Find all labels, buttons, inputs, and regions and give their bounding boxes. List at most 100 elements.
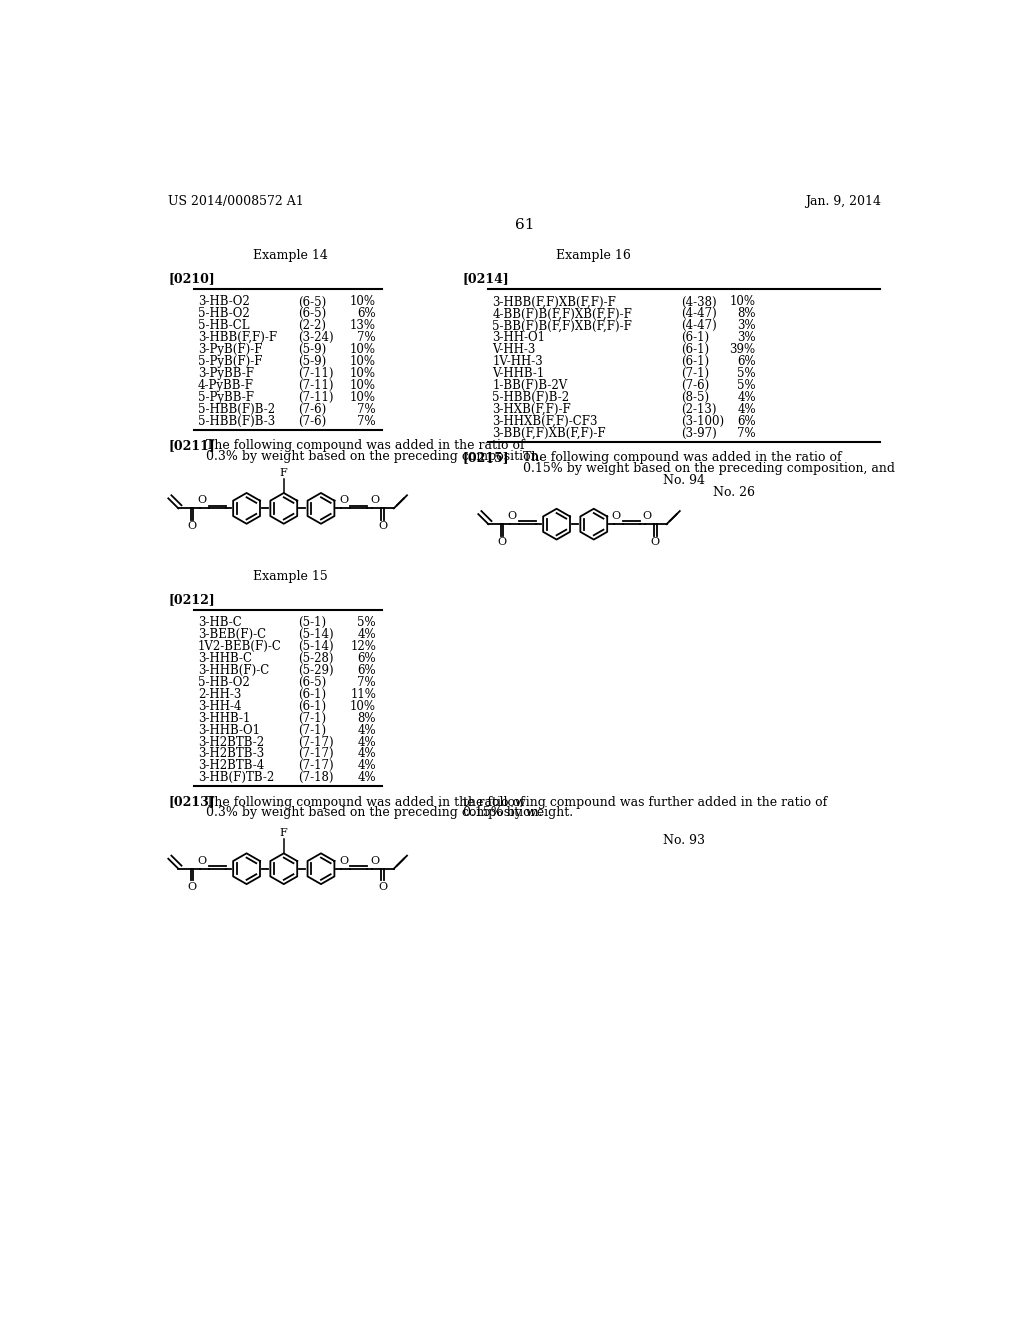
Text: O: O bbox=[187, 882, 197, 892]
Text: (8-5): (8-5) bbox=[681, 391, 710, 404]
Text: O: O bbox=[370, 495, 379, 506]
Text: US 2014/0008572 A1: US 2014/0008572 A1 bbox=[168, 195, 304, 209]
Text: (2-13): (2-13) bbox=[681, 403, 717, 416]
Text: 7%: 7% bbox=[357, 403, 376, 416]
Text: 5-HB-O2: 5-HB-O2 bbox=[198, 676, 250, 689]
Text: 3%: 3% bbox=[737, 331, 756, 345]
Text: 10%: 10% bbox=[350, 700, 376, 713]
Text: 6%: 6% bbox=[737, 414, 756, 428]
Text: 3-HHB-1: 3-HHB-1 bbox=[198, 711, 250, 725]
Text: 4%: 4% bbox=[357, 759, 376, 772]
Text: (3-24): (3-24) bbox=[299, 331, 334, 345]
Text: [0214]: [0214] bbox=[463, 272, 510, 285]
Text: O: O bbox=[643, 511, 652, 521]
Text: No. 93: No. 93 bbox=[663, 834, 705, 847]
Text: (6-1): (6-1) bbox=[681, 343, 710, 356]
Text: (7-1): (7-1) bbox=[299, 711, 327, 725]
Text: 6%: 6% bbox=[357, 664, 376, 677]
Text: (5-28): (5-28) bbox=[299, 652, 334, 665]
Text: 3-HHB-O1: 3-HHB-O1 bbox=[198, 723, 260, 737]
Text: O: O bbox=[370, 855, 379, 866]
Text: F: F bbox=[280, 828, 288, 838]
Text: (7-17): (7-17) bbox=[299, 759, 334, 772]
Text: 4%: 4% bbox=[357, 723, 376, 737]
Text: 5-HB-CL: 5-HB-CL bbox=[198, 319, 249, 333]
Text: O: O bbox=[198, 495, 207, 506]
Text: 3-H2BTB-3: 3-H2BTB-3 bbox=[198, 747, 264, 760]
Text: (5-29): (5-29) bbox=[299, 664, 334, 677]
Text: (5-1): (5-1) bbox=[299, 616, 327, 630]
Text: (7-18): (7-18) bbox=[299, 771, 334, 784]
Text: O: O bbox=[339, 855, 348, 866]
Text: 3-BEB(F)-C: 3-BEB(F)-C bbox=[198, 628, 266, 642]
Text: 13%: 13% bbox=[350, 319, 376, 333]
Text: The following compound was added in the ratio of: The following compound was added in the … bbox=[523, 451, 842, 465]
Text: 1V2-BEB(F)-C: 1V2-BEB(F)-C bbox=[198, 640, 282, 653]
Text: [0213]: [0213] bbox=[168, 796, 215, 809]
Text: 8%: 8% bbox=[737, 308, 756, 321]
Text: O: O bbox=[498, 537, 507, 548]
Text: 1-BB(F)B-2V: 1-BB(F)B-2V bbox=[493, 379, 567, 392]
Text: (7-6): (7-6) bbox=[681, 379, 710, 392]
Text: the following compound was further added in the ratio of: the following compound was further added… bbox=[463, 796, 827, 809]
Text: (4-47): (4-47) bbox=[681, 308, 717, 321]
Text: (3-97): (3-97) bbox=[681, 426, 717, 440]
Text: 12%: 12% bbox=[350, 640, 376, 653]
Text: [0212]: [0212] bbox=[168, 593, 215, 606]
Text: 7%: 7% bbox=[357, 414, 376, 428]
Text: 5%: 5% bbox=[737, 379, 756, 392]
Text: (6-5): (6-5) bbox=[299, 676, 327, 689]
Text: 11%: 11% bbox=[350, 688, 376, 701]
Text: 5%: 5% bbox=[737, 367, 756, 380]
Text: 7%: 7% bbox=[737, 426, 756, 440]
Text: 6%: 6% bbox=[357, 308, 376, 321]
Text: 3-HXB(F,F)-F: 3-HXB(F,F)-F bbox=[493, 403, 571, 416]
Text: 0.15% by weight.: 0.15% by weight. bbox=[463, 807, 572, 820]
Text: (7-17): (7-17) bbox=[299, 747, 334, 760]
Text: Example 14: Example 14 bbox=[253, 249, 328, 263]
Text: 5-HBB(F)B-3: 5-HBB(F)B-3 bbox=[198, 414, 275, 428]
Text: 3-H2BTB-2: 3-H2BTB-2 bbox=[198, 735, 264, 748]
Text: Jan. 9, 2014: Jan. 9, 2014 bbox=[805, 195, 882, 209]
Text: O: O bbox=[508, 511, 517, 521]
Text: V-HHB-1: V-HHB-1 bbox=[493, 367, 545, 380]
Text: 4-BB(F)B(F,F)XB(F,F)-F: 4-BB(F)B(F,F)XB(F,F)-F bbox=[493, 308, 632, 321]
Text: 3-HB-O2: 3-HB-O2 bbox=[198, 296, 250, 309]
Text: 3-HH-4: 3-HH-4 bbox=[198, 700, 242, 713]
Text: 10%: 10% bbox=[350, 355, 376, 368]
Text: 3-HH-O1: 3-HH-O1 bbox=[493, 331, 545, 345]
Text: O: O bbox=[378, 882, 387, 892]
Text: (7-11): (7-11) bbox=[299, 391, 334, 404]
Text: 3-HB-C: 3-HB-C bbox=[198, 616, 242, 630]
Text: The following compound was added in the ratio of: The following compound was added in the … bbox=[206, 440, 524, 451]
Text: 5%: 5% bbox=[357, 616, 376, 630]
Text: (6-1): (6-1) bbox=[681, 355, 710, 368]
Text: 10%: 10% bbox=[350, 391, 376, 404]
Text: (4-47): (4-47) bbox=[681, 319, 717, 333]
Text: [0211]: [0211] bbox=[168, 440, 215, 451]
Text: 5-PyB(F)-F: 5-PyB(F)-F bbox=[198, 355, 262, 368]
Text: (7-11): (7-11) bbox=[299, 367, 334, 380]
Text: 5-HB-O2: 5-HB-O2 bbox=[198, 308, 250, 321]
Text: (7-1): (7-1) bbox=[681, 367, 710, 380]
Text: 3-HBB(F,F)XB(F,F)-F: 3-HBB(F,F)XB(F,F)-F bbox=[493, 296, 616, 309]
Text: O: O bbox=[378, 521, 387, 532]
Text: (7-6): (7-6) bbox=[299, 403, 327, 416]
Text: O: O bbox=[198, 855, 207, 866]
Text: 61: 61 bbox=[515, 218, 535, 232]
Text: 0.3% by weight based on the preceding composition.: 0.3% by weight based on the preceding co… bbox=[206, 450, 542, 463]
Text: 3-HHXB(F,F)-CF3: 3-HHXB(F,F)-CF3 bbox=[493, 414, 598, 428]
Text: 4%: 4% bbox=[737, 403, 756, 416]
Text: 5-HBB(F)B-2: 5-HBB(F)B-2 bbox=[493, 391, 569, 404]
Text: 3-PyB(F)-F: 3-PyB(F)-F bbox=[198, 343, 262, 356]
Text: 10%: 10% bbox=[350, 379, 376, 392]
Text: 7%: 7% bbox=[357, 331, 376, 345]
Text: 4%: 4% bbox=[737, 391, 756, 404]
Text: 3-HBB(F,F)-F: 3-HBB(F,F)-F bbox=[198, 331, 276, 345]
Text: 1V-HH-3: 1V-HH-3 bbox=[493, 355, 543, 368]
Text: 3-HHB-C: 3-HHB-C bbox=[198, 652, 252, 665]
Text: O: O bbox=[339, 495, 348, 506]
Text: (6-1): (6-1) bbox=[681, 331, 710, 345]
Text: (6-1): (6-1) bbox=[299, 700, 327, 713]
Text: 10%: 10% bbox=[350, 343, 376, 356]
